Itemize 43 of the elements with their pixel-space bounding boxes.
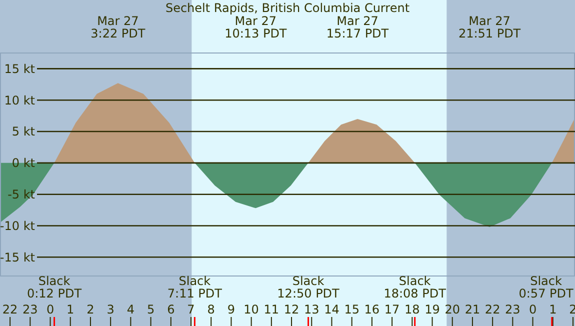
x-tick-label: 8 — [207, 302, 215, 317]
y-tick-label: 15 kt — [4, 62, 36, 76]
x-tick-label: 0 — [528, 302, 537, 317]
x-tick-label: 20 — [444, 302, 460, 317]
text: Mar 27 21:51 PDT — [458, 14, 522, 40]
annotation: Slack 0:12 PDT — [26, 274, 82, 300]
text: Mar 27 10:13 PDT — [224, 14, 288, 40]
annotation: Slack 18:08 PDT — [384, 274, 447, 300]
annotation: Slack 0:57 PDT — [518, 274, 574, 300]
x-tick-label: 17 — [384, 302, 400, 317]
text: Mar 27 3:22 PDT — [90, 14, 146, 40]
x-tick-label: 22 — [484, 302, 500, 317]
x-tick-label: 23 — [22, 302, 38, 317]
annotation: Slack 7:11 PDT — [167, 274, 223, 300]
text: Mar 27 15:17 PDT — [326, 14, 390, 40]
x-tick-label: 19 — [424, 302, 440, 317]
x-tick-label: 23 — [505, 302, 520, 317]
x-tick-label: 18 — [404, 302, 420, 317]
x-tick-label: 15 — [344, 302, 360, 317]
x-tick-label: 6 — [167, 302, 175, 317]
x-tick-label: 2 — [86, 302, 94, 317]
x-tick-label: 21 — [464, 302, 480, 317]
x-tick-label: 0 — [46, 302, 54, 317]
y-tick-label: -15 kt — [0, 250, 36, 264]
y-tick-label: 10 kt — [4, 93, 36, 108]
x-tick-label: 9 — [227, 302, 236, 317]
chart-title: Sechelt Rapids, British Columbia Current — [165, 1, 410, 15]
x-tick-label: 14 — [324, 302, 340, 317]
x-tick-label: 7 — [187, 302, 195, 317]
x-tick-label: 5 — [146, 302, 155, 317]
y-tick-label: 5 kt — [12, 124, 36, 139]
x-tick-label: 12 — [284, 302, 300, 317]
x-tick-label: 22 — [2, 302, 18, 317]
x-tick-label: 1 — [66, 302, 74, 317]
x-tick-label: 10 — [244, 302, 259, 317]
x-tick-label: 3 — [106, 302, 114, 317]
x-tick-label: 16 — [364, 302, 380, 317]
x-tick-label: 11 — [264, 302, 280, 317]
y-tick-label: -10 kt — [0, 218, 36, 233]
x-tick-label: 1 — [549, 302, 557, 317]
x-tick-label: 13 — [304, 302, 320, 317]
annotation: Slack 12:50 PDT — [277, 274, 340, 300]
x-tick-label: 4 — [126, 302, 134, 317]
